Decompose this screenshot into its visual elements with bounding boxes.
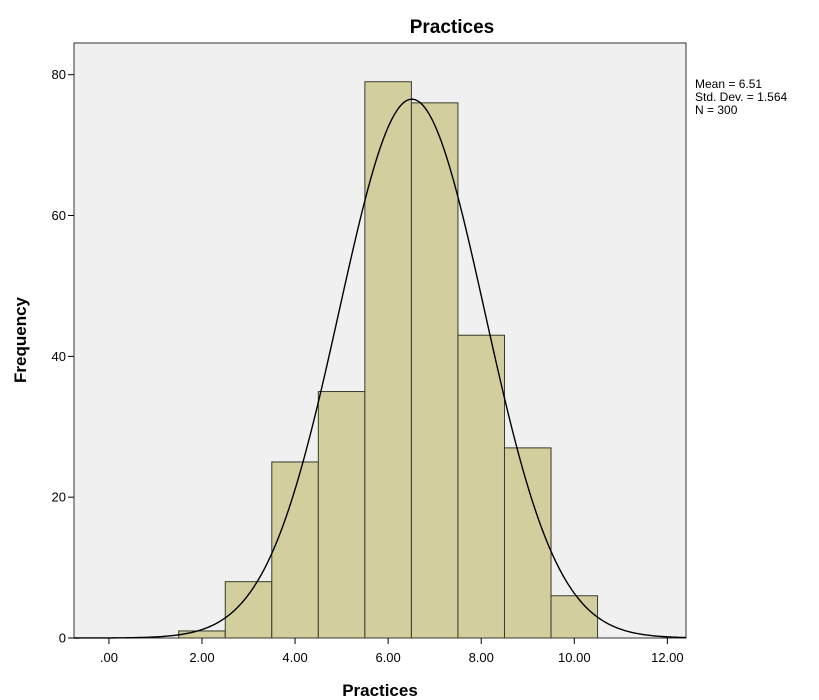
x-tick-label-2: 2.00 — [189, 650, 214, 665]
x-tick-label-6: 6.00 — [375, 650, 400, 665]
stats-mean: Mean = 6.51 — [695, 77, 762, 91]
histogram-bar-1 — [178, 630, 226, 639]
y-axis: 0 20 40 60 80 — [52, 67, 74, 646]
x-tick-label-8: 8.00 — [469, 650, 494, 665]
histogram-bar-8 — [503, 447, 552, 639]
y-tick-label-0: 0 — [59, 631, 66, 646]
y-axis-label: Frequency — [11, 296, 30, 383]
histogram-bar-6 — [410, 102, 459, 639]
normal-curve — [74, 98, 687, 639]
stats-n: N = 300 — [695, 103, 738, 117]
histogram-bar-5 — [364, 81, 412, 639]
histogram-bar-9 — [550, 595, 599, 639]
chart-title: Practices — [410, 17, 495, 38]
bars-layer — [178, 81, 599, 639]
stats-box: Mean = 6.51 Std. Dev. = 1.564 N = 300 — [695, 77, 787, 117]
x-axis-label: Practices — [342, 681, 418, 700]
x-tick-label-4: 4.00 — [282, 650, 307, 665]
y-tick-label-40: 40 — [52, 349, 66, 364]
x-tick-label-10: 10.00 — [558, 650, 591, 665]
x-tick-label-0: .00 — [100, 650, 118, 665]
histogram-bar-7 — [457, 334, 505, 639]
x-axis: .00 2.00 4.00 6.00 8.00 10.00 12.00 — [100, 638, 684, 665]
y-tick-label-60: 60 — [52, 208, 66, 223]
histogram-bar-2 — [224, 581, 273, 639]
histogram-bar-4 — [317, 391, 366, 639]
y-tick-label-20: 20 — [52, 490, 66, 505]
stats-std-dev: Std. Dev. = 1.564 — [695, 90, 787, 104]
y-tick-label-80: 80 — [52, 67, 66, 82]
x-tick-label-12: 12.00 — [651, 650, 684, 665]
